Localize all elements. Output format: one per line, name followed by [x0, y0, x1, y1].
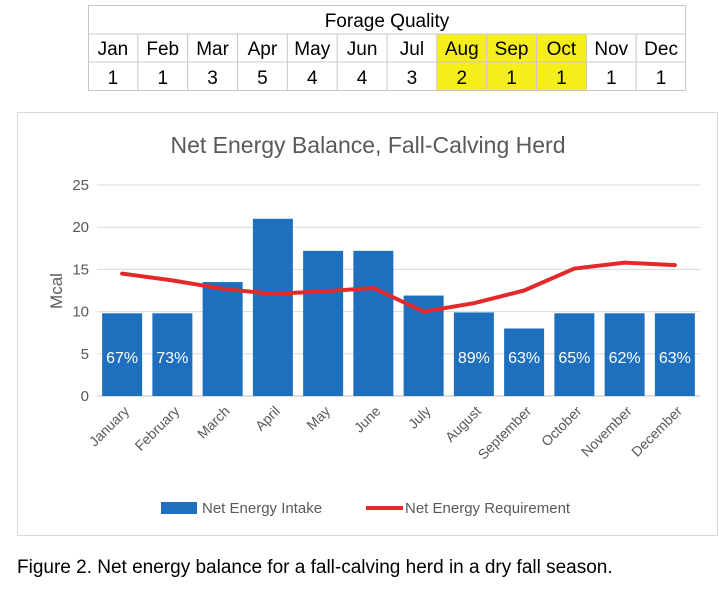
bar-april [252, 218, 293, 396]
bar-january [102, 313, 143, 396]
forage-value-sep: 1 [506, 68, 517, 89]
forage-quality-title: Forage Quality [325, 11, 450, 32]
month-header-sep: Sep [495, 39, 529, 60]
forage-value-apr: 5 [257, 68, 268, 89]
chart-title: Net Energy Balance, Fall-Calving Herd [170, 132, 565, 158]
figure-caption: Figure 2. Net energy balance for a fall-… [17, 557, 613, 578]
bar-data-label: 67% [106, 350, 138, 367]
forage-value-jul: 3 [407, 68, 418, 89]
bar-december [654, 313, 695, 396]
month-header-feb: Feb [146, 39, 179, 60]
legend-intake-swatch [161, 502, 197, 514]
forage-value-mar: 3 [207, 68, 218, 89]
bar-data-label: 65% [558, 350, 590, 367]
bar-may [303, 250, 344, 396]
y-axis-label: Mcal [47, 273, 66, 309]
forage-value-feb: 1 [157, 68, 168, 89]
legend-requirement-label: Net Energy Requirement [405, 500, 571, 517]
bar-september [504, 328, 545, 396]
y-tick-label: 10 [72, 304, 89, 321]
month-header-may: May [294, 39, 330, 60]
forage-value-jun: 4 [357, 68, 368, 89]
month-header-jul: Jul [400, 39, 424, 60]
y-tick-label: 15 [72, 261, 89, 278]
bar-october [554, 313, 595, 396]
chart-legend: Net Energy Intake Net Energy Requirement [161, 500, 571, 517]
month-header-apr: Apr [248, 39, 278, 60]
forage-value-nov: 1 [606, 68, 617, 89]
bar-data-label: 89% [458, 350, 490, 367]
month-header-nov: Nov [594, 39, 628, 60]
y-tick-label: 20 [72, 219, 89, 236]
forage-value-may: 4 [307, 68, 318, 89]
bar-february [152, 313, 193, 396]
bar-march [202, 282, 243, 396]
bar-data-label: 73% [156, 350, 188, 367]
month-header-jan: Jan [98, 39, 129, 60]
legend-intake-label: Net Energy Intake [202, 500, 322, 517]
y-tick-label: 25 [72, 177, 89, 194]
month-header-oct: Oct [547, 39, 577, 60]
forage-value-dec: 1 [656, 68, 667, 89]
forage-value-oct: 1 [556, 68, 567, 89]
bar-data-label: 63% [508, 350, 540, 367]
bar-november [604, 313, 645, 396]
month-header-jun: Jun [347, 39, 378, 60]
month-header-aug: Aug [445, 39, 479, 60]
month-header-dec: Dec [644, 39, 678, 60]
month-header-mar: Mar [196, 39, 229, 60]
forage-value-aug: 2 [456, 68, 467, 89]
net-energy-requirement-line [120, 260, 677, 314]
y-tick-label: 5 [81, 346, 89, 363]
net-energy-chart: Net Energy Balance, Fall-Calving Herd Mc… [17, 112, 718, 536]
bar-august [453, 312, 494, 396]
bar-june [353, 250, 394, 396]
y-tick-label: 0 [81, 388, 89, 405]
forage-value-jan: 1 [108, 68, 119, 89]
forage-quality-table: Forage Quality Jan 1 Feb 1 Mar 3 Apr 5 May 4 Jun 4 J… [88, 5, 686, 91]
bar-data-label: 62% [609, 350, 641, 367]
bar-data-label: 63% [659, 350, 691, 367]
